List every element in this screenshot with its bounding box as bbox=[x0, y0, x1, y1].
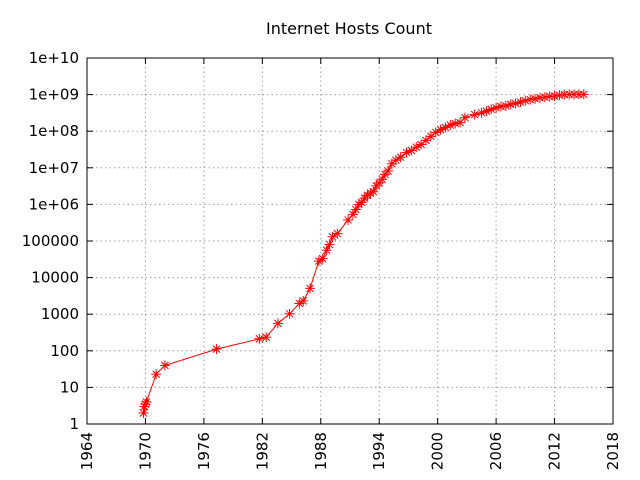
data-point bbox=[390, 155, 401, 166]
data-point bbox=[159, 360, 170, 371]
data-point bbox=[476, 107, 487, 118]
data-point bbox=[138, 407, 149, 418]
data-point bbox=[353, 199, 364, 210]
data-point bbox=[510, 98, 521, 109]
data-point bbox=[420, 135, 431, 146]
y-axis: 1 10 100 1000 10000 100000 1e+06 1e+07 1e+08 1e+0… bbox=[22, 49, 613, 433]
data-point bbox=[343, 214, 354, 225]
y-tick-label: 100 bbox=[50, 342, 79, 360]
data-point bbox=[324, 239, 335, 250]
data-point bbox=[347, 209, 358, 220]
data-point bbox=[272, 318, 283, 329]
data-point bbox=[261, 332, 272, 343]
data-point bbox=[151, 369, 162, 380]
data-point bbox=[481, 106, 492, 117]
data-point bbox=[332, 228, 343, 239]
chart-title: Internet Hosts Count bbox=[266, 19, 432, 38]
x-tick-label: 1982 bbox=[253, 432, 271, 470]
y-tick-label: 1e+06 bbox=[29, 195, 79, 213]
x-tick-label: 1970 bbox=[136, 432, 154, 470]
grid bbox=[87, 58, 613, 424]
data-point bbox=[495, 101, 506, 112]
data-point bbox=[254, 333, 265, 344]
x-tick-label: 1964 bbox=[78, 432, 96, 470]
y-tick-label: 100000 bbox=[22, 232, 79, 250]
data-point bbox=[211, 344, 222, 355]
data-point bbox=[305, 283, 316, 294]
data-point bbox=[416, 139, 427, 150]
data-point bbox=[317, 253, 328, 264]
data-point bbox=[500, 100, 511, 111]
x-tick-label: 1988 bbox=[312, 432, 330, 470]
x-tick-label: 2006 bbox=[487, 432, 505, 470]
data-point bbox=[549, 91, 560, 102]
data-point bbox=[377, 174, 388, 185]
data-point bbox=[321, 245, 332, 256]
series-line bbox=[143, 93, 584, 414]
data-point bbox=[284, 308, 295, 319]
data-point bbox=[382, 165, 393, 176]
y-tick-label: 1e+07 bbox=[29, 159, 79, 177]
x-axis: 1964 1970 1976 1982 1988 1994 2000 2006 2012 2018 bbox=[78, 58, 622, 470]
data-point bbox=[534, 92, 545, 103]
y-tick-label: 1 bbox=[69, 415, 79, 433]
data-point bbox=[350, 204, 361, 215]
data-point bbox=[459, 112, 470, 123]
y-tick-label: 10000 bbox=[31, 269, 79, 287]
data-point bbox=[395, 152, 406, 163]
plot-frame bbox=[86, 57, 614, 425]
data-point bbox=[469, 109, 480, 120]
data-point bbox=[525, 94, 536, 105]
y-tick-label: 1e+08 bbox=[29, 122, 79, 140]
data-point bbox=[554, 90, 565, 101]
data-point bbox=[425, 131, 436, 142]
data-point bbox=[578, 89, 589, 100]
x-tick-label: 2012 bbox=[546, 432, 564, 470]
data-point bbox=[445, 120, 456, 131]
data-point bbox=[298, 295, 309, 306]
x-tick-label: 1994 bbox=[370, 432, 388, 470]
x-tick-label: 1976 bbox=[195, 432, 213, 470]
x-tick-label: 2018 bbox=[604, 432, 622, 470]
data-point bbox=[455, 117, 466, 128]
y-tick-label: 10 bbox=[60, 378, 79, 396]
y-tick-label: 1e+09 bbox=[29, 86, 79, 104]
y-tick-label: 1e+10 bbox=[29, 49, 79, 67]
data-point bbox=[141, 396, 152, 407]
series-hosts bbox=[138, 89, 589, 418]
data-point bbox=[486, 104, 497, 115]
y-tick-label: 1000 bbox=[41, 305, 79, 323]
x-tick-label: 2000 bbox=[429, 432, 447, 470]
